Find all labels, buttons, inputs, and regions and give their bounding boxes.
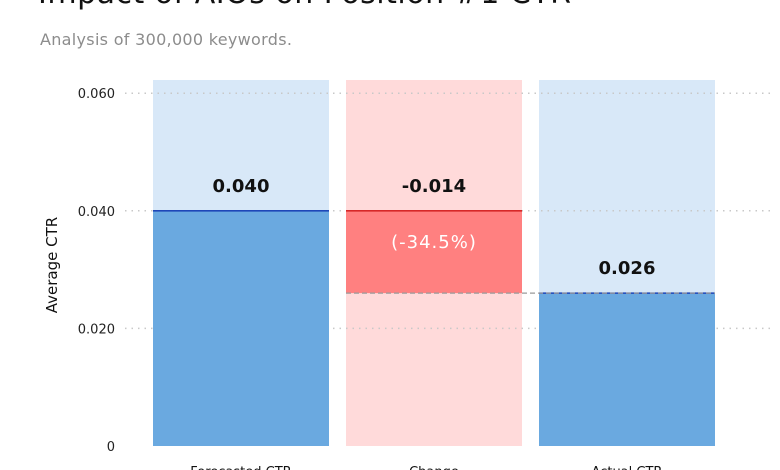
change-bar — [346, 210, 522, 294]
y-axis-label: Average CTR — [43, 217, 61, 313]
x-category-label: Change — [409, 465, 459, 470]
change-value-label: -0.014 — [402, 176, 466, 197]
change-percent-label: (-34.5%) — [391, 232, 477, 253]
chart-title: Impact of AIOs on Position #1 CTR — [38, 0, 572, 11]
x-category-label: Forecasted CTR — [190, 465, 291, 470]
y-tick-label: 0.020 — [78, 322, 115, 337]
chart-subtitle: Analysis of 300,000 keywords. — [40, 30, 293, 49]
y-tick-label: 0.040 — [78, 205, 115, 220]
y-tick-label: 0 — [107, 440, 115, 455]
x-category-label: Actual CTR — [592, 465, 663, 470]
bar-value-label: 0.026 — [599, 258, 656, 279]
bar — [153, 210, 329, 446]
y-tick-label: 0.060 — [78, 87, 115, 102]
bar-value-label: 0.040 — [213, 176, 270, 197]
bar — [539, 293, 715, 446]
